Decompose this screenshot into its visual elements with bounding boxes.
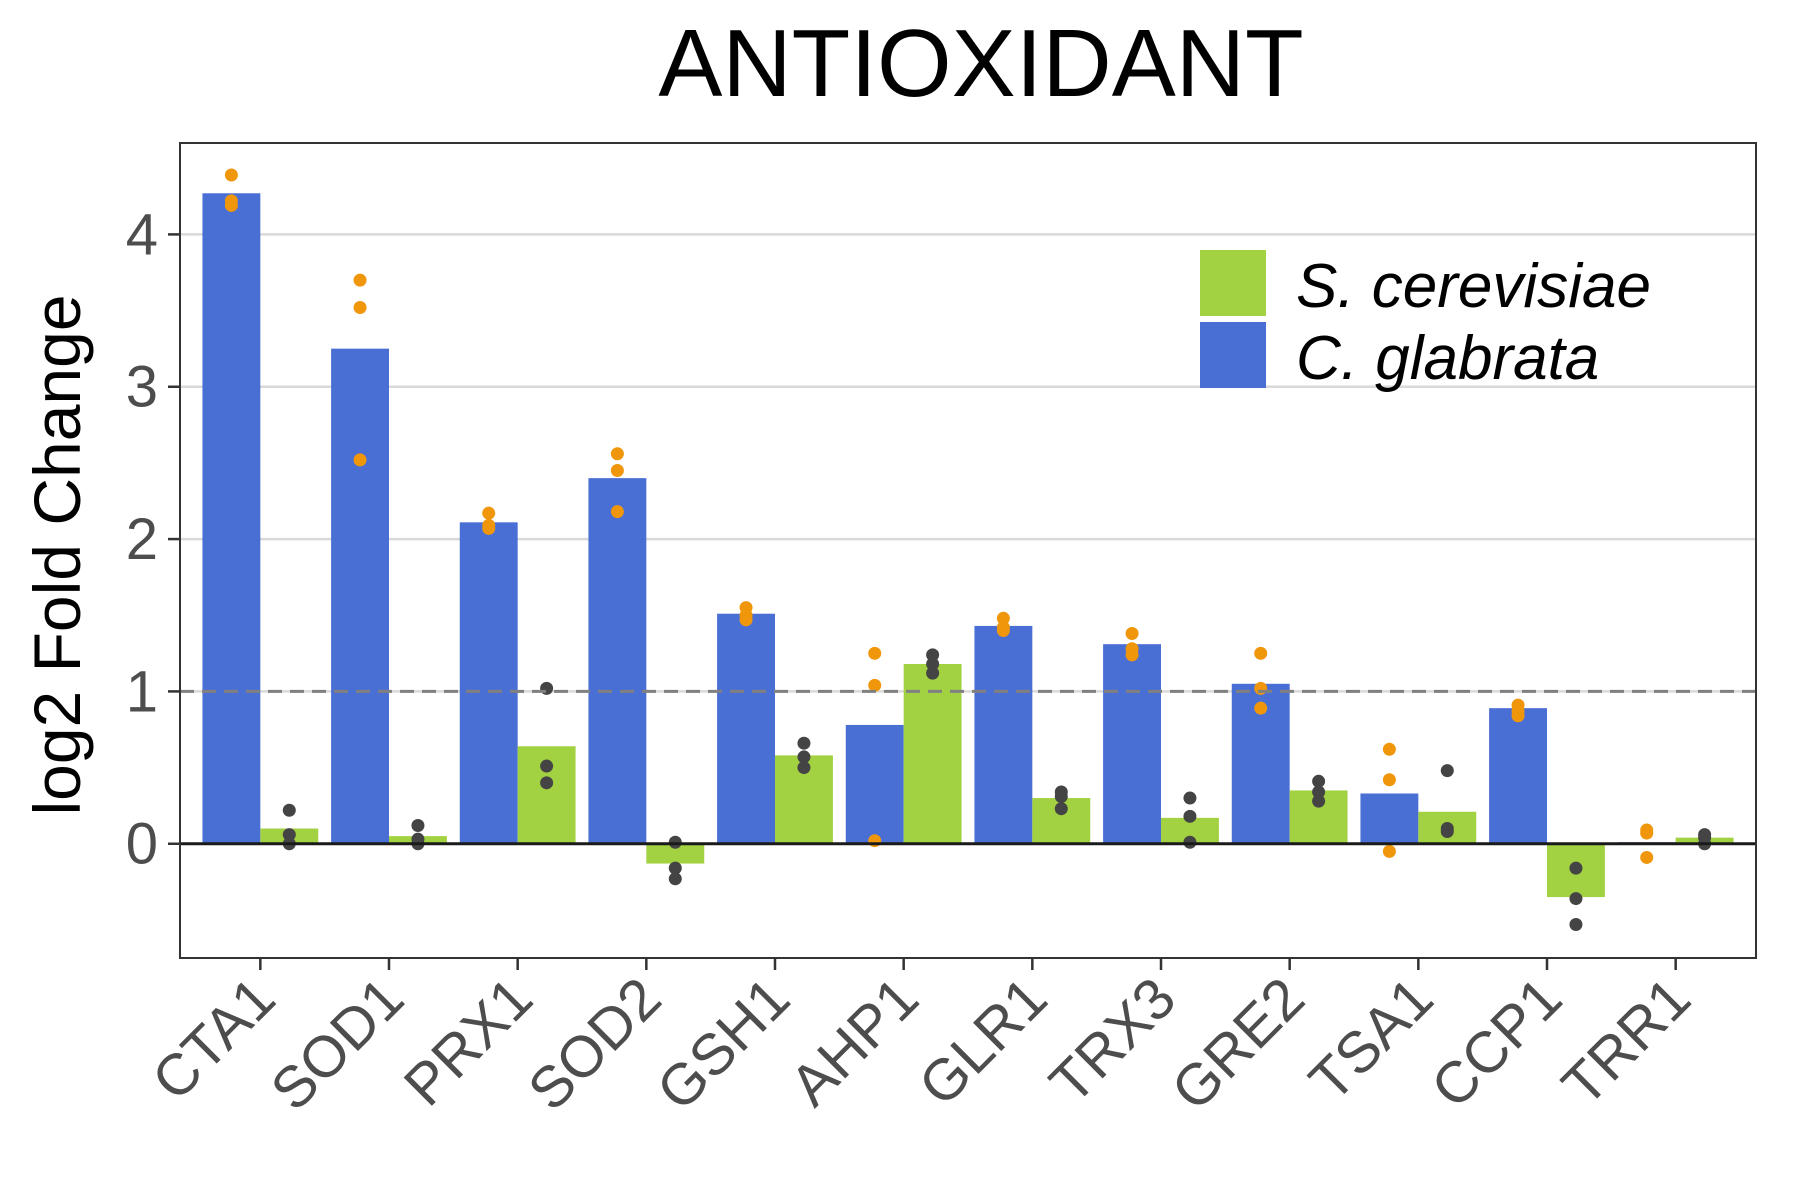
bar-trx3-c-glabrata: [1103, 644, 1161, 844]
point-tsa1-c-glabrata-1: [1382, 742, 1396, 756]
legend-key-s-cerevisiae: [1200, 250, 1266, 316]
point-prx1-s-cerevisiae-2: [540, 759, 554, 773]
legend-key-c-glabrata: [1200, 322, 1266, 388]
bar-ahp1-c-glabrata: [845, 724, 904, 844]
point-sod2-s-cerevisiae-3: [668, 872, 682, 886]
point-ahp1-c-glabrata-2: [868, 678, 882, 692]
point-sod2-s-cerevisiae-1: [668, 835, 682, 849]
x-tick-label-gsh1: GSH1: [645, 965, 803, 1123]
point-tsa1-s-cerevisiae-1: [1440, 764, 1454, 778]
point-sod1-s-cerevisiae-1: [411, 818, 425, 832]
point-gre2-s-cerevisiae-2: [1312, 785, 1326, 799]
bar-sod2-s-cerevisiae: [646, 843, 705, 864]
gridlines: [180, 233, 1756, 693]
point-trx3-s-cerevisiae-2: [1183, 809, 1197, 823]
bar-gsh1-c-glabrata: [717, 613, 775, 844]
point-sod2-c-glabrata-1: [610, 447, 624, 461]
y-tick-label-4: 4: [126, 202, 158, 267]
x-tick-label-glr1: GLR1: [906, 965, 1059, 1118]
point-gsh1-s-cerevisiae-3: [797, 761, 811, 775]
point-ahp1-s-cerevisiae-2: [926, 657, 940, 671]
point-prx1-s-cerevisiae-1: [540, 681, 554, 695]
x-tick-label-ahp1: AHP1: [778, 965, 931, 1118]
y-axis: 0 1 2 3 4: [126, 202, 180, 877]
x-tick-label-sod2: SOD2: [516, 965, 674, 1123]
point-prx1-c-glabrata-1: [482, 506, 496, 520]
bar-tsa1-c-glabrata: [1360, 793, 1419, 844]
legend: S. cerevisiae C. glabrata: [1200, 250, 1651, 393]
bar-ahp1-s-cerevisiae: [903, 663, 962, 844]
y-tick-label-0: 0: [126, 812, 158, 877]
x-axis: CTA1SOD1PRX1SOD2GSH1AHP1GLR1TRX3GRE2TSA1…: [140, 958, 1703, 1123]
bar-cta1-c-glabrata: [202, 193, 261, 844]
point-ahp1-s-cerevisiae-1: [926, 648, 940, 662]
point-glr1-s-cerevisiae-3: [1054, 802, 1068, 816]
point-sod2-c-glabrata-2: [610, 464, 624, 478]
point-sod2-s-cerevisiae-2: [668, 861, 682, 875]
point-gre2-c-glabrata-3: [1254, 701, 1268, 715]
point-tsa1-c-glabrata-3: [1382, 844, 1396, 858]
x-tick-label-gre2: GRE2: [1159, 965, 1317, 1123]
point-ccp1-s-cerevisiae-3: [1569, 917, 1583, 931]
legend-label-c-glabrata: C. glabrata: [1296, 324, 1599, 393]
y-tick-label-2: 2: [126, 507, 158, 572]
point-gre2-s-cerevisiae-1: [1312, 774, 1326, 788]
point-tsa1-c-glabrata-2: [1382, 773, 1396, 787]
point-trr1-c-glabrata-2: [1640, 826, 1654, 840]
point-glr1-c-glabrata-3: [996, 623, 1010, 637]
point-tsa1-s-cerevisiae-3: [1440, 825, 1454, 839]
bar-prx1-c-glabrata: [459, 522, 518, 844]
point-sod1-c-glabrata-3: [353, 453, 367, 467]
point-cta1-s-cerevisiae-1: [282, 803, 296, 817]
point-trx3-s-cerevisiae-3: [1183, 835, 1197, 849]
x-tick-label-prx1: PRX1: [392, 965, 545, 1118]
x-tick-label-sod1: SOD1: [259, 965, 417, 1123]
x-tick-label-trr1: TRR1: [1550, 965, 1703, 1118]
point-cta1-c-glabrata-3: [224, 198, 238, 212]
point-trx3-c-glabrata-1: [1125, 627, 1139, 641]
x-tick-label-trx3: TRX3: [1037, 965, 1188, 1116]
point-ahp1-c-glabrata-1: [868, 646, 882, 660]
point-gre2-c-glabrata-1: [1254, 646, 1268, 660]
bars: [202, 193, 1734, 898]
point-sod1-c-glabrata-1: [353, 273, 367, 287]
point-trx3-c-glabrata-3: [1125, 648, 1139, 662]
point-glr1-c-glabrata-1: [996, 611, 1010, 625]
point-cta1-c-glabrata-1: [224, 168, 238, 182]
point-prx1-c-glabrata-3: [482, 521, 496, 535]
bar-sod2-c-glabrata: [588, 478, 647, 844]
y-tick-label-1: 1: [126, 659, 158, 724]
y-axis-label: log2 Fold Change: [20, 294, 94, 815]
bar-glr1-c-glabrata: [974, 625, 1033, 844]
point-ahp1-c-glabrata-3: [868, 834, 882, 848]
point-sod2-c-glabrata-3: [610, 505, 624, 519]
y-tick-label-3: 3: [126, 355, 158, 420]
point-gsh1-s-cerevisiae-1: [797, 736, 811, 750]
plot-border: [179, 142, 1757, 959]
point-trx3-s-cerevisiae-1: [1183, 791, 1197, 805]
point-prx1-s-cerevisiae-3: [540, 776, 554, 790]
bar-ccp1-c-glabrata: [1489, 708, 1547, 844]
point-ahp1-s-cerevisiae-3: [926, 666, 940, 680]
x-tick-label-cta1: CTA1: [140, 965, 288, 1113]
bar-sod1-c-glabrata: [331, 348, 389, 844]
reference-lines: [180, 689, 1756, 846]
point-gre2-c-glabrata-2: [1254, 681, 1268, 695]
chart-title: ANTIOXIDANT: [658, 10, 1303, 117]
x-tick-label-ccp1: CCP1: [1419, 965, 1574, 1120]
point-glr1-s-cerevisiae-2: [1054, 790, 1068, 804]
point-ccp1-c-glabrata-3: [1511, 709, 1525, 723]
point-ccp1-s-cerevisiae-1: [1569, 861, 1583, 875]
x-tick-label-tsa1: TSA1: [1297, 965, 1446, 1114]
legend-label-s-cerevisiae: S. cerevisiae: [1296, 252, 1651, 321]
point-gsh1-s-cerevisiae-2: [797, 750, 811, 764]
point-gre2-s-cerevisiae-3: [1312, 794, 1326, 808]
point-ccp1-s-cerevisiae-2: [1569, 892, 1583, 906]
point-gsh1-c-glabrata-3: [739, 613, 753, 627]
point-cta1-s-cerevisiae-2: [282, 828, 296, 842]
point-trr1-c-glabrata-3: [1640, 850, 1654, 864]
point-sod1-c-glabrata-2: [353, 301, 367, 315]
